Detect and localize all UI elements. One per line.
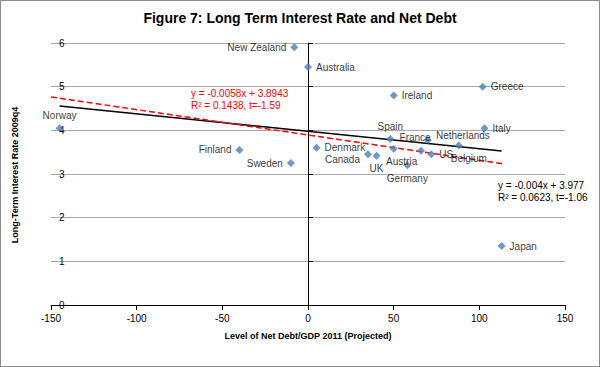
svg-text:6: 6	[59, 38, 65, 49]
svg-text:Japan: Japan	[510, 241, 537, 252]
svg-text:0: 0	[59, 300, 65, 311]
svg-text:R² = 0.1438, t=-1.59: R² = 0.1438, t=-1.59	[191, 100, 281, 111]
svg-text:Spain: Spain	[377, 121, 403, 132]
svg-text:UK: UK	[370, 163, 384, 174]
svg-text:Figure 7: Long Term Interest R: Figure 7: Long Term Interest Rate and Ne…	[143, 10, 457, 26]
svg-text:Norway: Norway	[43, 110, 77, 121]
svg-text:50: 50	[388, 313, 400, 324]
svg-text:Italy: Italy	[492, 123, 510, 134]
svg-text:4: 4	[59, 124, 65, 136]
svg-text:R² = 0.0623, t=-1.06: R² = 0.0623, t=-1.06	[498, 192, 588, 203]
svg-text:Sweden: Sweden	[247, 158, 283, 169]
svg-text:France: France	[400, 132, 432, 143]
svg-text:-100: -100	[127, 313, 147, 324]
svg-text:Ireland: Ireland	[402, 90, 433, 101]
svg-text:2: 2	[59, 212, 65, 223]
svg-text:3: 3	[59, 169, 65, 180]
svg-text:Canada: Canada	[325, 154, 360, 165]
svg-text:y = -0.0058x + 3.8943: y = -0.0058x + 3.8943	[191, 88, 289, 99]
svg-text:New Zealand: New Zealand	[227, 42, 286, 53]
svg-text:150: 150	[557, 313, 574, 324]
svg-text:Germany: Germany	[387, 173, 428, 184]
svg-text:US: US	[439, 148, 454, 160]
svg-text:0: 0	[305, 313, 311, 324]
svg-text:Netherlands: Netherlands	[436, 130, 490, 141]
svg-text:Level of Net Debt/GDP 2011 (Pr: Level of Net Debt/GDP 2011 (Projected)	[225, 331, 392, 341]
svg-text:-50: -50	[215, 313, 230, 324]
svg-text:Greece: Greece	[491, 81, 524, 92]
svg-text:1: 1	[59, 256, 65, 267]
svg-text:100: 100	[471, 313, 488, 324]
svg-text:Australia: Australia	[316, 62, 355, 73]
svg-text:Austria: Austria	[386, 156, 418, 167]
svg-text:Belgium: Belgium	[451, 153, 487, 164]
svg-text:5: 5	[59, 81, 65, 92]
svg-text:Denmark: Denmark	[325, 142, 367, 153]
svg-text:-150: -150	[41, 313, 61, 324]
svg-text:Long-Term Interest Rate 2009q4: Long-Term Interest Rate 2009q4	[10, 107, 20, 243]
svg-text:y = -0.004x + 3.977: y = -0.004x + 3.977	[498, 180, 585, 191]
svg-text:Finland: Finland	[199, 144, 232, 155]
